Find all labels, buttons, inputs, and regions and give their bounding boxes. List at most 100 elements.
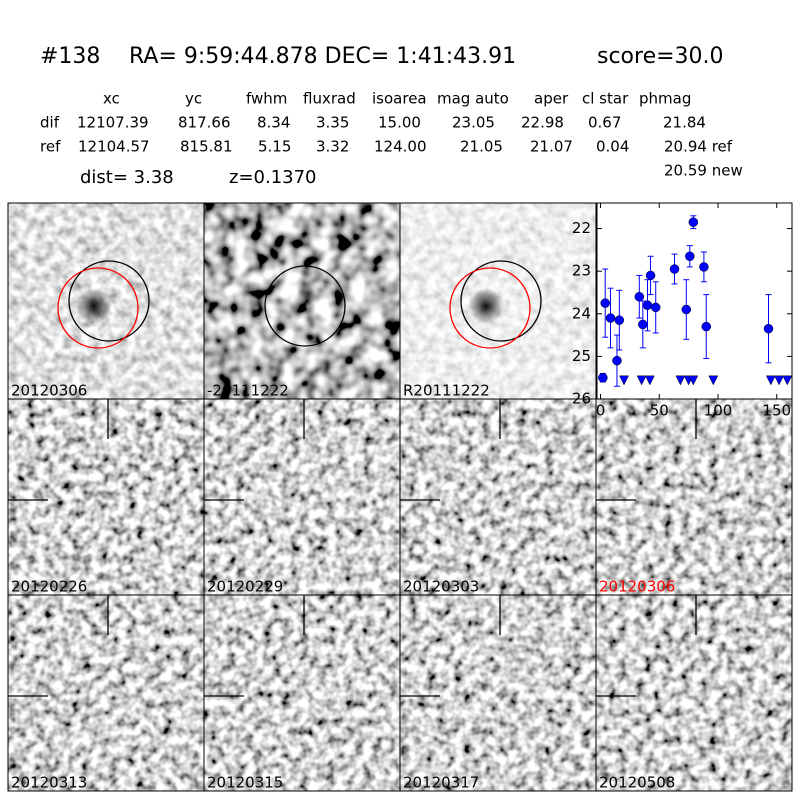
cell: 8.34 [257, 114, 290, 132]
data-point [701, 321, 711, 332]
data-point [600, 298, 610, 308]
column-header: fluxrad [303, 90, 356, 108]
limit-point [675, 375, 686, 386]
candidate-id: #138 [40, 44, 100, 69]
column-header: cl star [582, 90, 629, 108]
data-point [612, 355, 622, 366]
cell: 23.05 [452, 114, 495, 132]
stamp-label: 20120317 [403, 774, 479, 792]
cell: 815.81 [180, 138, 233, 156]
stamp-frame [595, 594, 793, 792]
cell: 0.67 [588, 114, 621, 132]
row-label: dif [40, 114, 60, 132]
data-point [650, 302, 661, 313]
cell: 3.32 [316, 138, 349, 156]
stamp-image [204, 595, 400, 791]
data-point [699, 262, 709, 272]
cell: 124.00 [374, 138, 427, 156]
cell: 817.66 [178, 114, 231, 132]
data-point [638, 319, 648, 330]
limit-point [688, 375, 699, 386]
cell: 21.07 [530, 138, 573, 156]
stamp-label: 20120306 [11, 382, 87, 400]
stamp-label: 20120229 [207, 578, 283, 596]
cell: 20.94 ref [664, 138, 733, 156]
stamp-image [596, 595, 792, 791]
aperture-ref [57, 267, 139, 349]
cell: 15.00 [378, 114, 421, 132]
cell: 0.04 [596, 138, 629, 156]
data-point [669, 264, 680, 274]
stamp-image [596, 399, 792, 595]
data-point [645, 270, 656, 281]
x-tick-label: 100 [704, 402, 733, 420]
dist: dist= 3.38 [80, 167, 174, 188]
stamp-label: 20120303 [403, 578, 479, 596]
source [76, 288, 112, 324]
column-header: yc [185, 90, 202, 108]
data-point [614, 315, 625, 325]
limit-point [765, 375, 776, 386]
plot-area [597, 203, 792, 399]
data-point [688, 217, 699, 227]
data-point [681, 304, 692, 315]
y-tick-label: 26 [572, 390, 591, 408]
aperture [264, 265, 346, 347]
stamp-label: 20120315 [207, 774, 283, 792]
lightcurve: 22 23 24 25 26 0 50 100 150 [572, 202, 793, 420]
y-tick-label: 24 [572, 304, 591, 322]
plot-frame [596, 202, 793, 400]
x-tick-label: 0 [596, 402, 606, 420]
stamp-label: 20120508 [599, 774, 675, 792]
cell: 20.59 new [664, 162, 743, 180]
cell: 21.84 [663, 114, 706, 132]
data-point [685, 251, 695, 262]
stamp-label: -20111222 [207, 382, 289, 400]
stamp-label: 20120226 [11, 578, 87, 596]
column-header: isoarea [372, 90, 427, 108]
table: xc yc fwhm fluxrad isoarea mag auto aper cl sta… [40, 90, 743, 180]
y-tick-label: 22 [572, 219, 591, 237]
limit-point [782, 375, 793, 386]
x-tick-label: 150 [762, 402, 791, 420]
aperture-ref [449, 267, 531, 349]
x-tick-label: 50 [650, 402, 669, 420]
data-point [634, 291, 645, 302]
column-header: xc [103, 90, 120, 108]
cell: 22.98 [521, 114, 564, 132]
coordinates: RA= 9:59:44.878 DEC= 1:41:43.91 [129, 44, 516, 69]
column-header: phmag [639, 90, 691, 108]
stamp-image [8, 595, 204, 791]
stamp-image [8, 399, 204, 595]
limit-point [644, 375, 655, 386]
limit-point [636, 375, 647, 386]
cell: 12104.57 [78, 138, 150, 156]
limit-point [774, 375, 784, 386]
stamp-image [400, 595, 596, 791]
source [468, 288, 504, 324]
stamp-image [204, 399, 400, 595]
stamp-label: 20120313 [11, 774, 87, 792]
data-point [642, 300, 653, 311]
column-header: aper [534, 90, 569, 108]
limit-point [619, 375, 629, 386]
aperture [68, 260, 150, 342]
data-point [763, 323, 774, 334]
source [297, 286, 317, 306]
data-point [605, 313, 616, 323]
column-header: fwhm [246, 90, 287, 108]
y-tick-label: 23 [572, 262, 591, 280]
stamps: 20120306 -20111222 R20111222 20120226 201202… [7, 202, 793, 792]
y-tick-label: 25 [572, 347, 591, 365]
cell: 5.15 [258, 138, 291, 156]
aperture [460, 260, 542, 342]
row-label: ref [40, 138, 61, 156]
score: score=30.0 [597, 44, 724, 69]
cell: 21.05 [460, 138, 503, 156]
cell: 12107.39 [77, 114, 149, 132]
limit-point [708, 375, 719, 386]
data-point [598, 372, 608, 383]
redshift: z=0.1370 [229, 167, 317, 188]
